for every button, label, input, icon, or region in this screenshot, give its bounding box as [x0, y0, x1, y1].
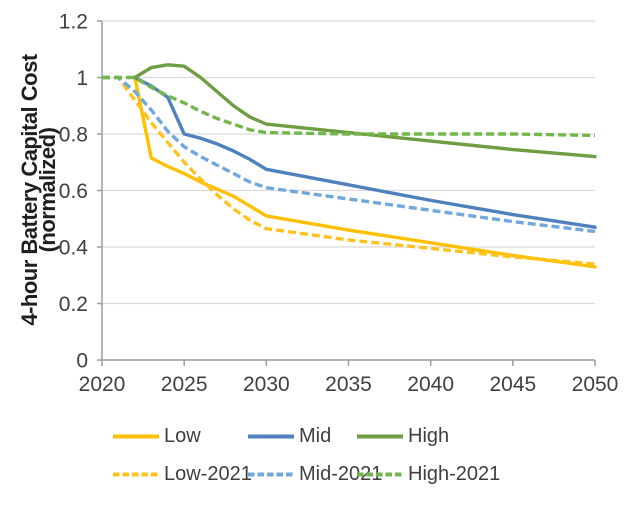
- y-tick-label: 1.2: [59, 11, 88, 34]
- x-tick-label: 2030: [243, 373, 290, 396]
- x-tick-label: 2020: [79, 373, 126, 396]
- y-axis-title-line2: (normalized): [35, 127, 60, 252]
- y-tick-label: 0: [76, 350, 88, 373]
- series-line-low: [133, 75, 597, 269]
- legend-label-mid-2021: Mid-2021: [299, 462, 383, 485]
- legend-swatch-high-2021: [357, 472, 403, 476]
- series-line-mid: [133, 75, 597, 229]
- legend-swatch-mid: [248, 434, 294, 438]
- legend-item-mid-2021: Mid-2021: [248, 463, 382, 485]
- legend-label-high: High: [408, 424, 450, 447]
- y-axis-title-line1: 4-hour Battery Capital Cost: [17, 53, 42, 325]
- legend-item-high: High: [357, 425, 449, 447]
- legend-label-low: Low: [164, 424, 201, 447]
- x-tick-label: 2050: [572, 373, 619, 396]
- legend-swatch-low: [113, 434, 159, 438]
- legend-swatch-mid-2021: [248, 472, 294, 476]
- y-tick-label: 0.6: [59, 180, 88, 203]
- x-tick-label: 2025: [161, 373, 208, 396]
- y-tick-label: 0.4: [59, 237, 89, 260]
- legend-item-high-2021: High-2021: [357, 463, 500, 485]
- series-line-low-2021: [102, 75, 596, 266]
- y-tick-label: 1: [76, 67, 88, 90]
- legend-swatch-low-2021: [113, 472, 159, 476]
- series-line-mid-2021: [102, 75, 596, 234]
- legend-label-high-2021: High-2021: [408, 462, 501, 485]
- series-line-high: [133, 63, 597, 159]
- legend-item-low-2021: Low-2021: [113, 463, 252, 485]
- x-tick-label: 2035: [325, 373, 372, 396]
- legend-label-low-2021: Low-2021: [164, 462, 252, 485]
- legend-swatch-high: [357, 434, 403, 438]
- legend-label-mid: Mid: [299, 424, 332, 447]
- legend-item-mid: Mid: [248, 425, 331, 447]
- series-line-high-2021: [102, 75, 596, 138]
- y-tick-label: 0.2: [59, 293, 88, 316]
- x-tick-label: 2045: [489, 373, 536, 396]
- x-tick-label: 2040: [407, 373, 454, 396]
- legend-item-low: Low: [113, 425, 201, 447]
- y-tick-label: 0.8: [59, 124, 88, 147]
